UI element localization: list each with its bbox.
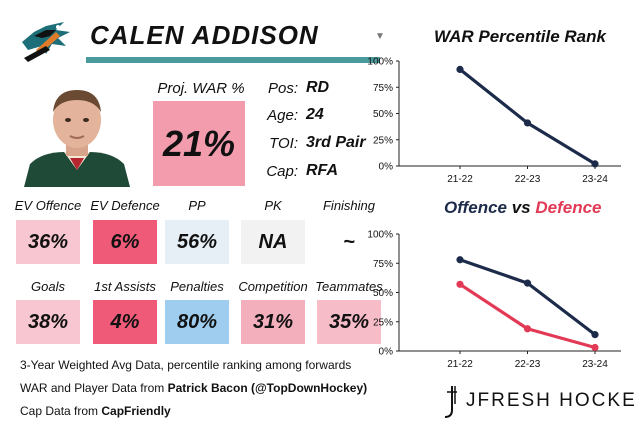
x-tick-label-0: 23-24 — [582, 174, 608, 185]
chart-title-offence: Offence — [444, 198, 507, 217]
player-photo — [22, 82, 132, 187]
metric-box-penalties: 80% — [165, 300, 229, 344]
data-point-0-0 — [523, 119, 532, 127]
y-tick-label-1: 50% — [373, 288, 393, 299]
proj-war-box: 21% — [153, 101, 245, 186]
name-underline — [86, 57, 380, 63]
footer-line-3-prefix: Cap Data from — [20, 404, 102, 418]
x-tick-label-0: 22-23 — [515, 174, 541, 185]
x-tick-label-1: 22-23 — [515, 359, 541, 370]
y-tick-label-0: 50% — [373, 109, 393, 120]
data-point-0-0 — [591, 160, 599, 168]
data-point-1-1 — [591, 343, 599, 352]
sharks-logo-icon — [16, 12, 74, 70]
info-value-age: 24 — [306, 106, 324, 123]
player-name: CALEN ADDISON — [90, 20, 319, 50]
metric-box-first-assists: 4% — [93, 300, 157, 344]
metric-label-finishing: Finishing — [322, 198, 376, 213]
info-value-pos: RD — [306, 79, 330, 96]
metric-label-pk: PK — [264, 198, 282, 213]
metric-label-ev-offence: EV Offence — [14, 198, 82, 213]
metric-label-pp: PP — [188, 198, 206, 213]
proj-war-label: Proj. WAR % — [157, 80, 245, 97]
metric-box-competition: 31% — [241, 300, 305, 344]
footer-line-2: WAR and Player Data from Patrick Bacon (… — [20, 381, 367, 395]
info-label-age: Age: — [267, 107, 298, 124]
chart-title-defence: Defence — [535, 198, 602, 217]
metric-box-ev-offence: 36% — [16, 220, 80, 264]
footer-line-3: Cap Data from CapFriendly — [20, 404, 171, 418]
info-value-toi: 3rd Pair — [306, 134, 366, 151]
info-label-toi: TOI: — [269, 135, 298, 152]
info-label-pos: Pos: — [267, 80, 298, 97]
data-point-1-1 — [456, 280, 464, 288]
footer-line-2-source: Patrick Bacon (@TopDownHockey) — [167, 381, 368, 395]
y-tick-label-1: 100% — [367, 230, 393, 241]
metric-label-first-assists: 1st Assists — [94, 279, 156, 294]
data-point-1-1 — [523, 325, 532, 333]
y-tick-label-0: 0% — [379, 162, 394, 173]
footer-line-2-prefix: WAR and Player Data from — [20, 381, 168, 395]
metric-label-penalties: Penalties — [170, 279, 224, 294]
metric-box-pk: NA — [241, 220, 305, 264]
chart-war-percentile: 0% 25% 50% 75% 100% 21-22 22-23 23-24 — [367, 57, 621, 185]
y-tick-label-1: 75% — [373, 259, 393, 270]
metric-label-competition: Competition — [238, 279, 308, 294]
y-tick-label-0: 75% — [373, 83, 393, 94]
jfresh-logo-icon — [440, 384, 462, 420]
series-line-0-0 — [459, 68, 596, 166]
info-value-cap: RFA — [306, 162, 338, 179]
y-tick-label-1: 0% — [379, 347, 394, 358]
chart-title-war: WAR Percentile Rank — [434, 27, 606, 46]
data-point-1-0 — [591, 331, 599, 339]
data-point-1-0 — [456, 256, 464, 264]
chart-offence-vs-defence: 0% 25% 50% 75% 100% 21-22 22-23 23-24 — [367, 230, 621, 370]
metric-label-ev-defence: EV Defence — [90, 198, 160, 213]
x-tick-label-0: 21-22 — [447, 174, 473, 185]
metric-label-teammates: Teammates — [315, 279, 383, 294]
metric-box-finishing: ~ — [317, 220, 381, 264]
metric-box-teammates: 35% — [317, 300, 381, 344]
info-label-cap: Cap: — [266, 163, 298, 180]
footer-line-3-source: CapFriendly — [101, 404, 171, 418]
footer-line-1: 3-Year Weighted Avg Data, percentile ran… — [20, 358, 352, 372]
metric-label-goals: Goals — [31, 279, 65, 294]
data-point-1-0 — [523, 279, 532, 287]
series-line-1-1 — [459, 282, 596, 350]
chart-title-vs: vs — [507, 198, 536, 217]
chart-title-off-def: Offence vs Defence — [444, 198, 602, 218]
metric-box-goals: 38% — [16, 300, 80, 344]
caret-down-icon[interactable]: ▼ — [375, 31, 385, 42]
y-tick-label-0: 25% — [373, 135, 393, 146]
x-tick-label-1: 21-22 — [447, 359, 473, 370]
y-tick-label-0: 100% — [367, 57, 393, 68]
metric-box-pp: 56% — [165, 220, 229, 264]
metric-box-ev-defence: 6% — [93, 220, 157, 264]
y-tick-label-1: 25% — [373, 317, 393, 328]
brand-name: JFRESH HOCKEY — [466, 390, 636, 411]
data-point-0-0 — [456, 65, 464, 73]
x-tick-label-1: 23-24 — [582, 359, 608, 370]
